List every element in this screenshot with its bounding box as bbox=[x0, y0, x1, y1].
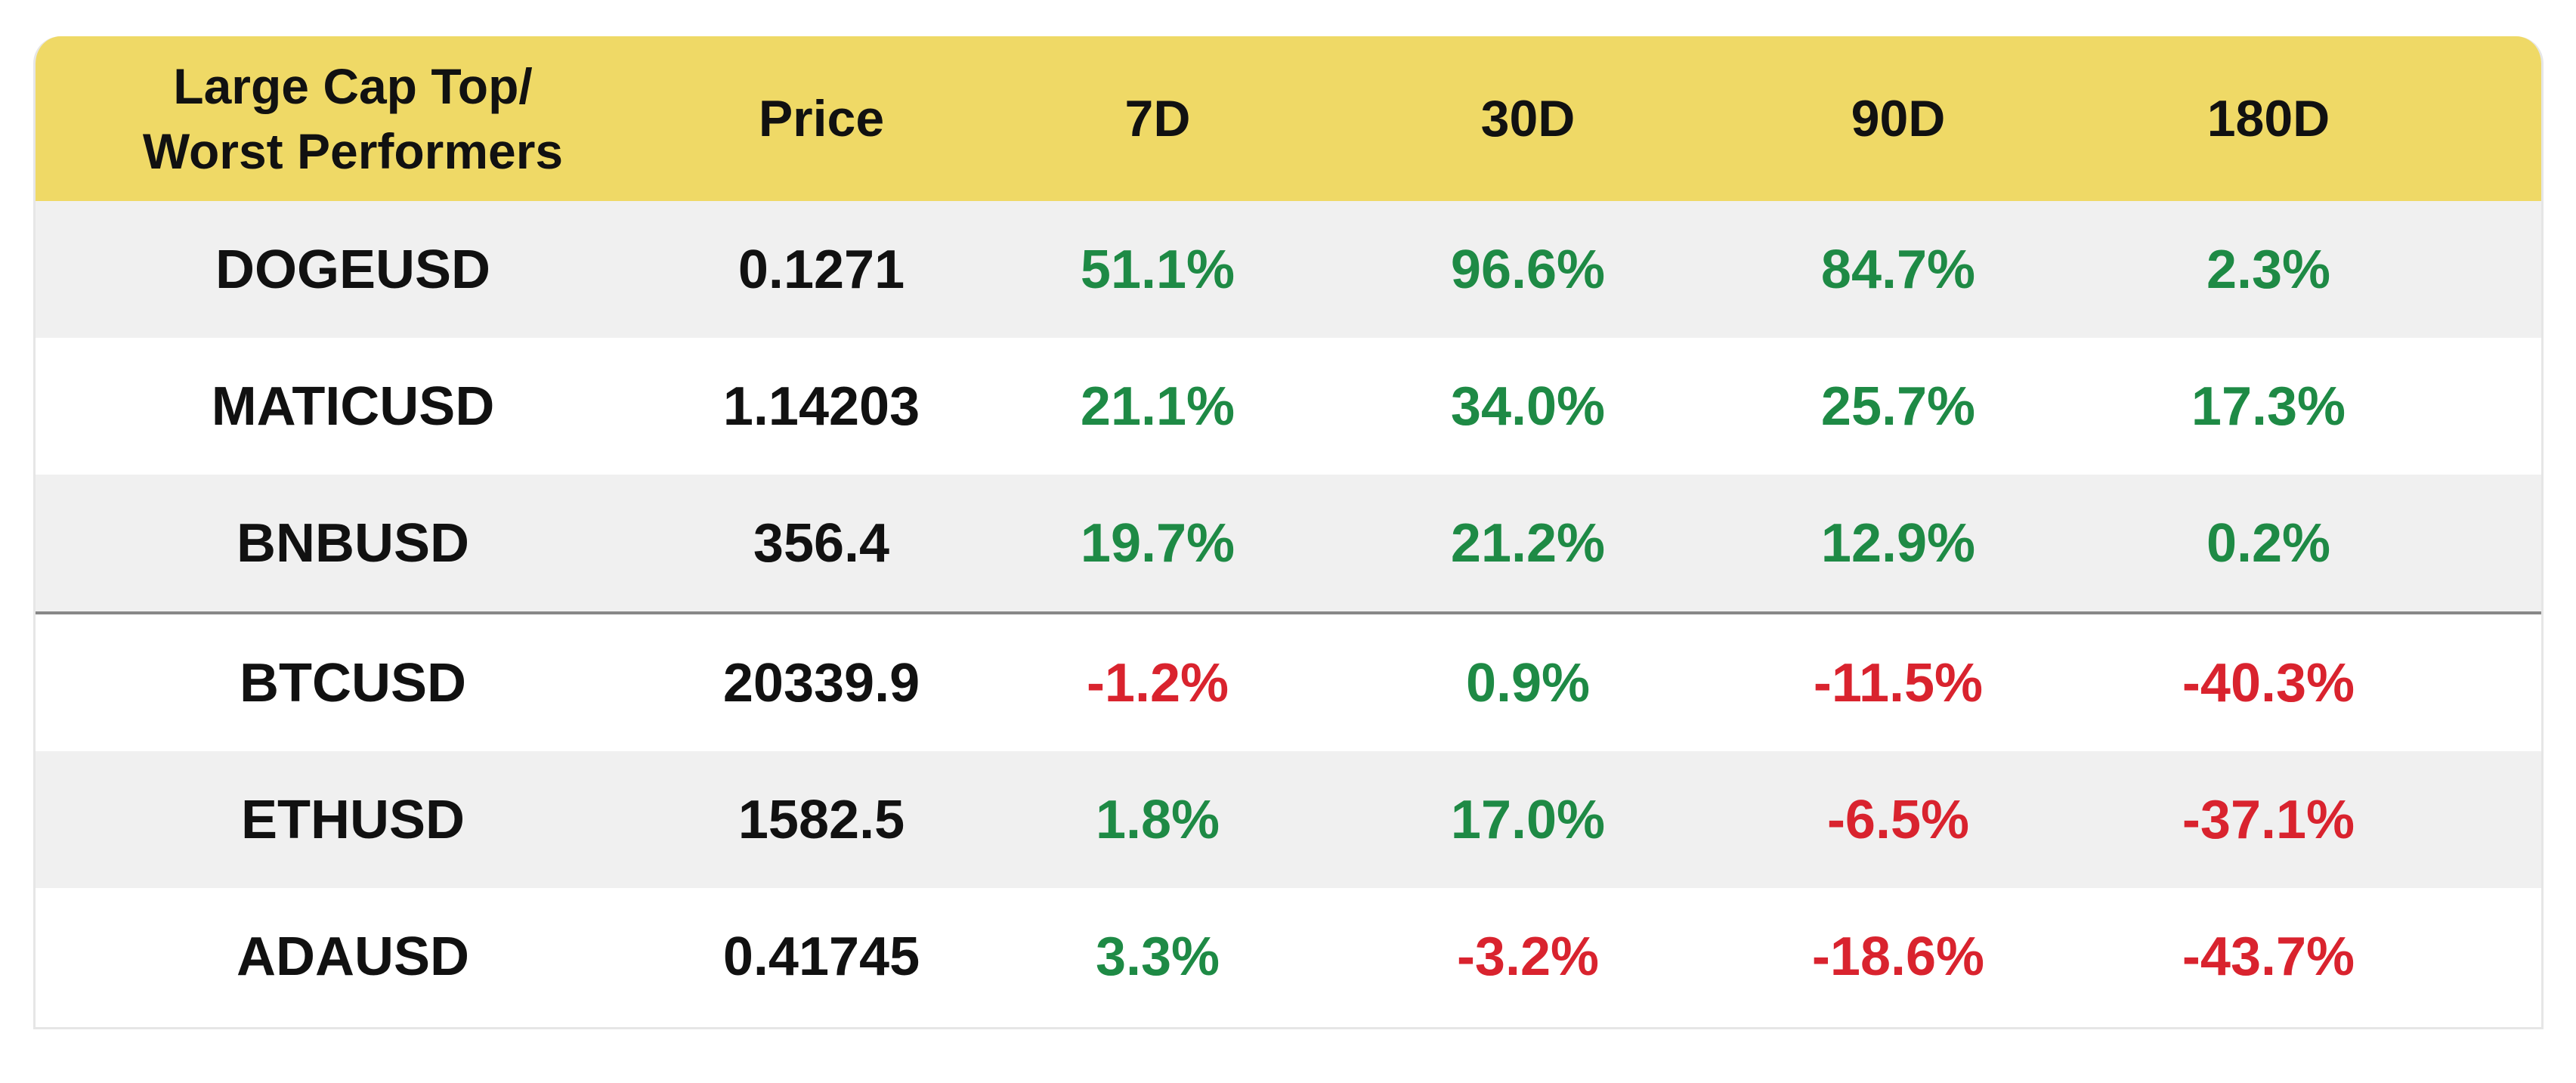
header-180d: 180D bbox=[2206, 90, 2330, 147]
table-header-row: Large Cap Top/ Worst Performers Price 7D… bbox=[36, 36, 2541, 201]
change-7d-cell: -1.2% bbox=[1086, 652, 1229, 713]
symbol-cell: BNBUSD bbox=[236, 512, 469, 574]
price-cell: 0.41745 bbox=[722, 926, 920, 987]
change-180d-cell: -43.7% bbox=[2182, 926, 2355, 987]
change-90d-cell: 25.7% bbox=[1820, 376, 1976, 437]
price-cell: 20339.9 bbox=[722, 652, 920, 713]
header-price: Price bbox=[758, 90, 885, 147]
change-30d-cell: 34.0% bbox=[1450, 376, 1606, 437]
table-row: ETHUSD 1582.5 1.8% 17.0% -6.5% -37.1% bbox=[36, 751, 2541, 888]
header-name: Large Cap Top/ Worst Performers bbox=[36, 36, 670, 201]
change-7d-cell: 21.1% bbox=[1080, 376, 1235, 437]
symbol-cell: BTCUSD bbox=[240, 652, 466, 713]
change-30d-cell: 21.2% bbox=[1450, 512, 1606, 574]
header-30d: 30D bbox=[1480, 90, 1576, 147]
table-row: MATICUSD 1.14203 21.1% 34.0% 25.7% 17.3% bbox=[36, 338, 2541, 475]
table-row: BTCUSD 20339.9 -1.2% 0.9% -11.5% -40.3% bbox=[36, 614, 2541, 751]
symbol-cell: DOGEUSD bbox=[215, 239, 491, 300]
table-row: BNBUSD 356.4 19.7% 21.2% 12.9% 0.2% bbox=[36, 475, 2541, 611]
change-90d-cell: -18.6% bbox=[1811, 926, 1985, 987]
change-30d-cell: 0.9% bbox=[1465, 652, 1591, 713]
header-7d: 7D bbox=[1124, 90, 1191, 147]
header-name-line1: Large Cap Top/ bbox=[173, 58, 533, 114]
change-180d-cell: 2.3% bbox=[2206, 239, 2331, 300]
price-cell: 1.14203 bbox=[722, 376, 920, 437]
performance-table: Large Cap Top/ Worst Performers Price 7D… bbox=[33, 36, 2544, 1029]
price-cell: 356.4 bbox=[753, 512, 890, 574]
change-180d-cell: -40.3% bbox=[2182, 652, 2355, 713]
change-90d-cell: -6.5% bbox=[1826, 789, 1970, 850]
change-30d-cell: -3.2% bbox=[1456, 926, 1600, 987]
change-90d-cell: -11.5% bbox=[1813, 652, 1984, 713]
price-cell: 1582.5 bbox=[738, 789, 905, 850]
change-90d-cell: 84.7% bbox=[1820, 239, 1976, 300]
change-7d-cell: 1.8% bbox=[1095, 789, 1220, 850]
change-180d-cell: 0.2% bbox=[2206, 512, 2331, 574]
change-180d-cell: -37.1% bbox=[2182, 789, 2355, 850]
symbol-cell: MATICUSD bbox=[211, 376, 495, 437]
table-row: ADAUSD 0.41745 3.3% -3.2% -18.6% -43.7% bbox=[36, 888, 2541, 1025]
change-180d-cell: 17.3% bbox=[2191, 376, 2346, 437]
change-7d-cell: 51.1% bbox=[1080, 239, 1235, 300]
header-90d: 90D bbox=[1851, 90, 1946, 147]
change-90d-cell: 12.9% bbox=[1820, 512, 1976, 574]
price-cell: 0.1271 bbox=[738, 239, 905, 300]
header-name-line2: Worst Performers bbox=[142, 123, 564, 179]
group-divider bbox=[36, 611, 2541, 614]
symbol-cell: ADAUSD bbox=[236, 926, 469, 987]
table-row: DOGEUSD 0.1271 51.1% 96.6% 84.7% 2.3% bbox=[36, 201, 2541, 338]
symbol-cell: ETHUSD bbox=[240, 789, 465, 850]
change-7d-cell: 3.3% bbox=[1095, 926, 1220, 987]
change-7d-cell: 19.7% bbox=[1080, 512, 1235, 574]
change-30d-cell: 96.6% bbox=[1450, 239, 1606, 300]
change-30d-cell: 17.0% bbox=[1450, 789, 1606, 850]
